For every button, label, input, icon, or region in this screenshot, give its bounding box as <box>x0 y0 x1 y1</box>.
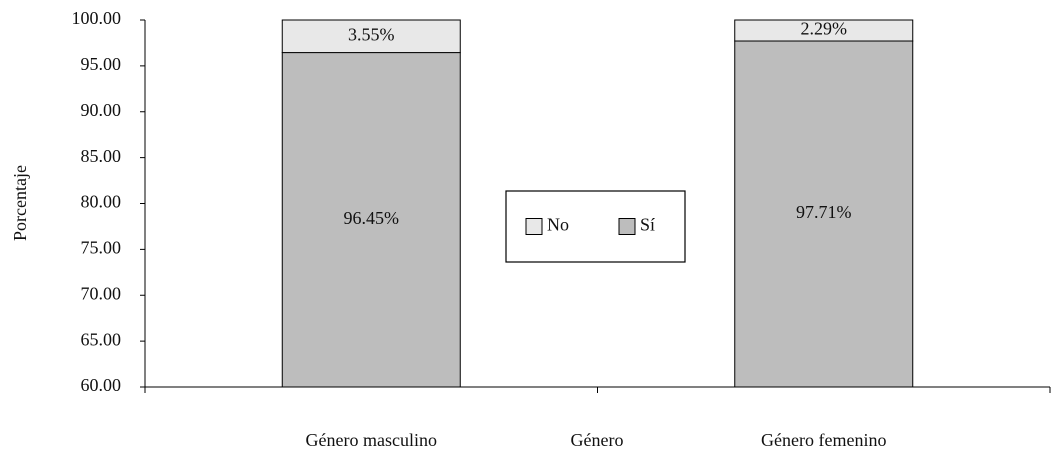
y-tick-label: 70.00 <box>81 283 122 303</box>
legend-label: No <box>547 215 569 235</box>
y-tick-label: 90.00 <box>81 100 122 120</box>
y-tick-label: 65.00 <box>81 329 122 349</box>
y-tick-label: 95.00 <box>81 54 122 74</box>
data-label: 3.55% <box>348 24 395 44</box>
legend-swatch <box>525 218 543 235</box>
bar-segment <box>281 52 461 388</box>
y-axis-label: Porcentaje <box>10 165 30 241</box>
y-tick-label: 85.00 <box>81 146 122 166</box>
y-tick-label: 100.00 <box>72 8 122 28</box>
bar-segment <box>734 19 914 42</box>
y-tick-label: 60.00 <box>81 375 122 395</box>
legend-swatch <box>618 218 636 235</box>
data-label: 96.45% <box>344 208 400 228</box>
legend-label: Sí <box>640 215 655 235</box>
x-tick-label: Género masculino <box>306 430 437 450</box>
x-tick-label: Género femenino <box>761 430 886 450</box>
y-tick-label: 80.00 <box>81 192 122 212</box>
x-axis-label: Género <box>571 430 624 450</box>
data-label: 2.29% <box>801 19 848 39</box>
bar-segment <box>734 40 914 388</box>
y-tick-label: 75.00 <box>81 238 122 258</box>
data-label: 97.71% <box>796 202 852 222</box>
bar-segment <box>281 19 461 54</box>
